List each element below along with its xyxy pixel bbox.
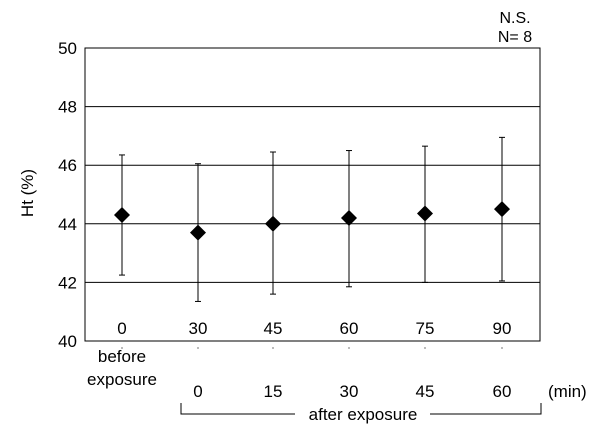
significance-annotation: N.S.	[499, 10, 530, 27]
plot-frame	[84, 47, 541, 342]
error-bars	[119, 136, 505, 302]
sample-size-annotation: N= 8	[498, 29, 532, 46]
x-category-label-2: 45	[264, 319, 283, 338]
x-secondary-label-5: 60	[493, 382, 512, 401]
after-exposure-label: after exposure	[309, 405, 418, 424]
x-category-label-0: 0	[117, 319, 126, 338]
y-tick-label-46: 46	[58, 156, 77, 175]
data-markers	[114, 201, 510, 241]
x-category-label-1: 30	[189, 319, 208, 338]
after-exposure-bracket	[180, 403, 542, 415]
y-tick-label-44: 44	[58, 215, 77, 234]
data-point-0	[114, 207, 130, 224]
data-point-1	[190, 224, 206, 241]
y-tick-label-48: 48	[58, 98, 77, 117]
y-tick-labels: 40 42 44 46 48 50	[58, 39, 77, 351]
y-axis-label: Ht (%)	[18, 169, 37, 217]
data-point-3	[341, 209, 357, 226]
gridlines	[85, 106, 540, 283]
before-label-line2: exposure	[87, 370, 157, 389]
before-label-line1: before	[98, 347, 146, 366]
y-tick-label-50: 50	[58, 39, 77, 58]
data-point-5	[494, 201, 510, 218]
x-category-label-3: 60	[340, 319, 359, 338]
minutes-unit-label: (min)	[548, 382, 587, 401]
data-point-4	[417, 205, 433, 222]
y-tick-label-42: 42	[58, 273, 77, 292]
x-secondary-label-2: 15	[264, 382, 283, 401]
y-tick-label-40: 40	[58, 332, 77, 351]
x-category-label-4: 75	[416, 319, 435, 338]
data-point-2	[265, 215, 281, 232]
x-secondary-label-4: 45	[416, 382, 435, 401]
x-secondary-labels: 0 15 30 45 60	[193, 382, 511, 401]
x-category-labels: 0 30 45 60 75 90	[117, 319, 511, 349]
x-secondary-label-3: 30	[340, 382, 359, 401]
x-secondary-label-1: 0	[193, 382, 202, 401]
x-category-label-5: 90	[493, 319, 512, 338]
